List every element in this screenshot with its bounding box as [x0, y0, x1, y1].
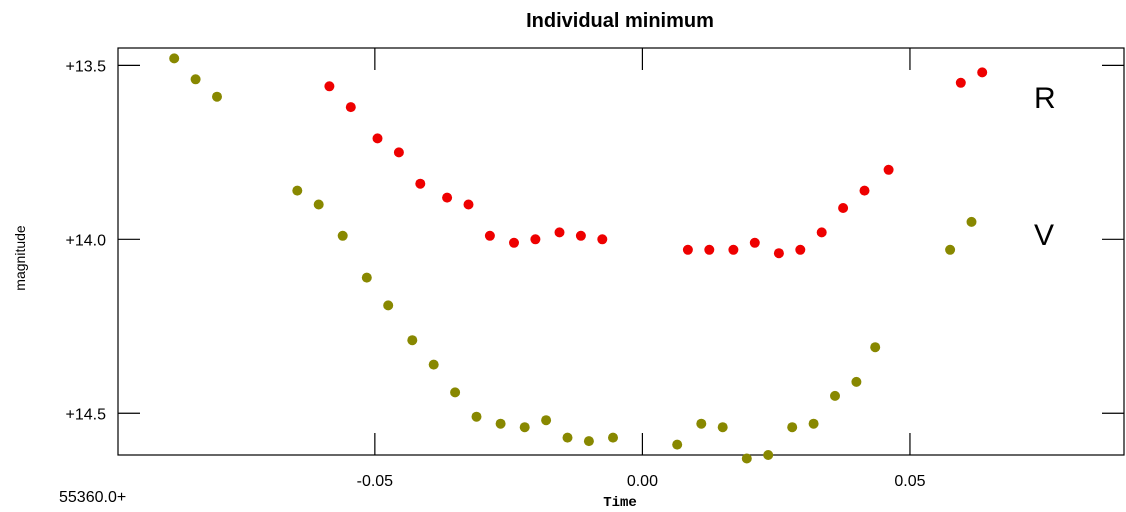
data-point-r	[463, 199, 474, 210]
data-point-r	[682, 244, 693, 255]
series-label-v: V	[1034, 219, 1054, 252]
y-axis-label: magnitude	[12, 225, 28, 291]
data-point-r	[773, 248, 784, 259]
data-point-v	[608, 432, 618, 443]
data-point-v	[519, 422, 530, 433]
x-axis: -0.05 0.00 0.05	[357, 48, 926, 490]
data-point-v	[966, 216, 977, 227]
x-offset-label: 55360.0+	[59, 489, 126, 506]
data-point-r	[597, 234, 608, 245]
data-point-r	[795, 244, 806, 255]
data-point-v	[851, 376, 862, 387]
data-point-v	[763, 450, 774, 460]
data-point-r	[816, 227, 827, 238]
series-label-r: R	[1034, 82, 1056, 115]
y-tick-label: +13.5	[66, 58, 107, 75]
data-point-v	[313, 199, 324, 210]
y-tick-label: +14.0	[66, 232, 107, 249]
data-point-v	[717, 422, 728, 433]
data-point-r	[749, 237, 760, 248]
data-point-r	[345, 102, 356, 113]
data-point-v	[541, 415, 552, 426]
data-point-r	[575, 230, 586, 241]
data-point-r	[859, 185, 870, 196]
data-point-v	[212, 91, 222, 102]
data-point-r	[442, 192, 453, 203]
data-point-v	[787, 422, 798, 433]
chart-title: Individual minimum	[526, 10, 714, 32]
data-point-r	[415, 178, 426, 189]
data-point-v	[190, 74, 201, 85]
data-point-r	[977, 67, 988, 78]
x-tick-label: -0.05	[357, 473, 394, 490]
x-tick-label: 0.05	[894, 473, 925, 490]
data-point-r	[484, 230, 495, 241]
data-point-v	[870, 342, 881, 353]
data-point-v	[169, 53, 180, 64]
data-point-r	[955, 77, 966, 88]
y-tick-label: +14.5	[66, 406, 107, 423]
data-point-v	[337, 230, 348, 241]
data-point-v	[361, 272, 372, 283]
data-point-r	[728, 244, 739, 255]
data-point-r	[883, 164, 894, 175]
data-point-v	[741, 453, 752, 464]
data-point-v	[428, 359, 439, 370]
data-point-v	[495, 418, 506, 429]
x-tick-label: 0.00	[627, 473, 658, 490]
data-point-v	[292, 185, 303, 196]
data-point-r	[509, 237, 519, 248]
data-point-v	[471, 411, 482, 422]
data-point-v	[583, 436, 594, 447]
plot-frame	[117, 47, 1125, 456]
data-point-r	[530, 234, 541, 245]
data-point-v	[672, 439, 683, 450]
data-point-r	[704, 244, 715, 255]
data-point-v	[696, 418, 707, 429]
data-points	[169, 53, 988, 464]
data-point-v	[808, 418, 819, 429]
data-point-r	[372, 133, 383, 144]
data-point-r	[393, 147, 404, 158]
y-axis: +13.5 +14.0 +14.5	[66, 58, 1124, 423]
data-point-v	[830, 390, 840, 401]
data-point-r	[324, 81, 335, 92]
data-point-v	[945, 244, 956, 255]
data-point-v	[450, 387, 461, 398]
data-point-v	[383, 300, 394, 311]
data-point-r	[838, 203, 849, 213]
data-point-v	[562, 432, 573, 443]
data-point-r	[554, 227, 565, 238]
x-axis-label: Time	[603, 495, 637, 511]
data-point-v	[407, 335, 418, 346]
